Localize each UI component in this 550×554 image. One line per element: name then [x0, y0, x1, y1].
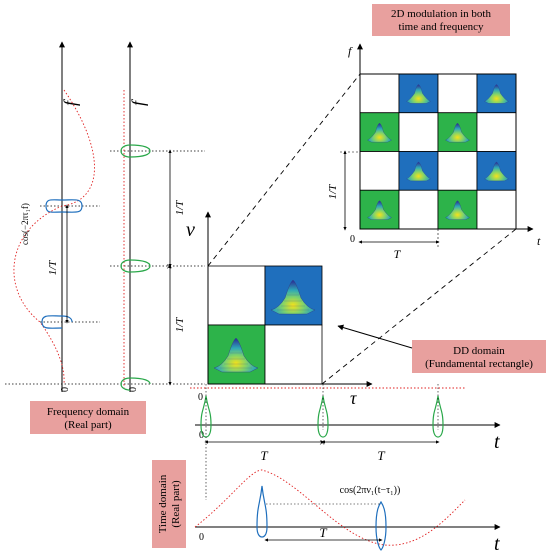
freq-green-pulse-0	[120, 377, 151, 391]
freq-cross-mark: ×	[166, 261, 172, 273]
grid-cell-white	[359, 73, 400, 114]
freq-1overT-label-1: 1/T	[47, 260, 59, 276]
time-blue-pulse-0	[256, 485, 268, 538]
projection-line-top	[207, 73, 361, 267]
time-axis-2-origin: 0	[199, 532, 204, 543]
time-blue-pulse-1	[375, 500, 387, 551]
grid-cell-white	[398, 112, 439, 152]
freq-axis-2-origin: 0	[128, 387, 139, 392]
freq-axis-1-origin: 0	[60, 387, 71, 392]
time-axis-1-origin: 0	[199, 430, 204, 441]
dd-box-line1: DD domain	[453, 345, 505, 357]
grid-t-label: t	[537, 234, 541, 248]
modulation-title-line2: time and frequency	[399, 21, 484, 33]
freq-axis-1-label: f	[60, 98, 80, 106]
freq-green-pulse-2	[120, 144, 151, 158]
freq-1overT-label-2: 1/T	[174, 200, 186, 216]
time-T-label-3: T	[319, 525, 327, 540]
time-box-line2: (Real part)	[170, 480, 182, 528]
time-domain-box: Time domain (Real part)	[152, 460, 186, 548]
grid-cell-white	[359, 151, 400, 191]
grid-T-label: T	[394, 247, 402, 261]
freq-1overT-label-3: 1/T	[174, 317, 186, 333]
freq-axis-2-label: f	[128, 98, 148, 106]
grid-origin-label: 0	[350, 234, 355, 245]
grid-1overT-label: 1/T	[327, 184, 339, 200]
dd-origin-label: 0	[198, 392, 203, 403]
freq-cosine-curve	[13, 89, 95, 385]
time-axis-2-label: t	[494, 533, 500, 554]
freq-blue-pulse-bottom	[41, 315, 73, 329]
freq-blue-pulse-top	[45, 199, 83, 213]
tf-grid	[359, 73, 517, 230]
time-axis-1-label: t	[494, 431, 500, 453]
time-box-line1: Time domain	[157, 474, 169, 533]
time-cos-label: cos(2πν₁(t−τ₁))	[340, 485, 401, 496]
dd-pointer-arrow	[337, 324, 413, 349]
freq-box-line2: (Real part)	[64, 419, 112, 431]
dd-box-line2: (Fundamental rectangle)	[425, 358, 533, 370]
time-T-label-1: T	[260, 448, 268, 463]
dd-nu-label: ν	[186, 219, 195, 241]
time-T-label-2: T	[377, 448, 385, 463]
freq-box-line1: Frequency domain	[47, 406, 130, 418]
dd-domain-box: DD domain (Fundamental rectangle)	[412, 340, 546, 373]
freq-cos-label: cos(−2πτ₁f)	[20, 203, 30, 245]
modulation-title-line1: 2D modulation in both	[391, 8, 491, 20]
grid-f-label: f	[348, 44, 353, 58]
time-cosine-curve	[194, 469, 466, 546]
grid-cell-white	[437, 151, 478, 191]
freq-green-pulse-1	[120, 259, 151, 273]
freq-domain-box: Frequency domain (Real part)	[30, 401, 146, 434]
grid-cell-white	[398, 189, 439, 230]
modulation-title-box: 2D modulation in both time and frequency	[372, 4, 510, 36]
dd-rectangle	[207, 265, 323, 385]
dd-tau-label: τ	[350, 388, 357, 408]
grid-cell-white	[437, 73, 478, 114]
time-cross-mark: ×	[319, 437, 325, 449]
grid-cell-white	[476, 189, 517, 230]
grid-cell-white	[476, 112, 517, 152]
